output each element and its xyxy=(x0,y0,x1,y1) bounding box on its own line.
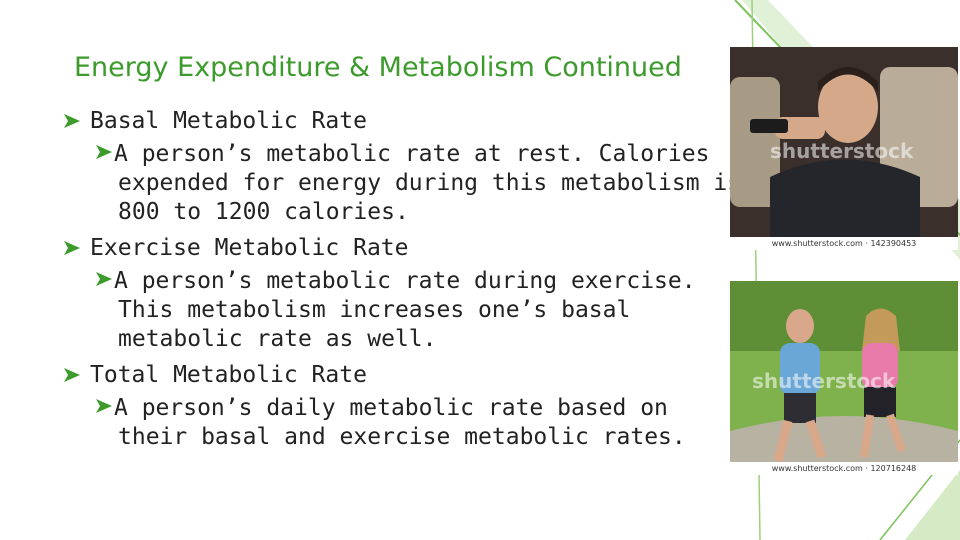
green-arrow-bullet-icon xyxy=(64,241,80,255)
photo-caption: www.shutterstock.com · 142390453 xyxy=(730,237,958,250)
bullet-exercise-heading: Exercise Metabolic Rate xyxy=(62,231,742,265)
bullet-list: Basal Metabolic Rate A person’s metaboli… xyxy=(62,104,742,456)
photo-watermark: shutterstock xyxy=(770,139,914,163)
photo-watermark: shutterstock xyxy=(752,369,896,393)
photo-couple-jogging: shutterstock www.shutterstock.com · 1207… xyxy=(730,281,958,475)
bullet-total-detail: A person’s daily metabolic rate based on… xyxy=(62,394,748,452)
green-arrow-bullet-icon xyxy=(64,368,80,382)
man-on-couch-illustration xyxy=(730,47,958,250)
green-arrow-bullet-icon xyxy=(96,145,112,159)
bullet-total-heading: Total Metabolic Rate xyxy=(62,358,742,392)
bullet-basal-detail: A person’s metabolic rate at rest. Calor… xyxy=(62,140,748,227)
couple-jogging-illustration xyxy=(730,281,958,475)
photo-caption: www.shutterstock.com · 120716248 xyxy=(730,462,958,475)
green-arrow-bullet-icon xyxy=(96,399,112,413)
bullet-exercise-detail: A person’s metabolic rate during exercis… xyxy=(62,267,748,354)
slide-title: Energy Expenditure & Metabolism Continue… xyxy=(74,52,682,83)
bullet-basal-heading: Basal Metabolic Rate xyxy=(62,104,742,138)
green-arrow-bullet-icon xyxy=(96,272,112,286)
photo-man-on-couch: shutterstock www.shutterstock.com · 1423… xyxy=(730,47,958,250)
green-arrow-bullet-icon xyxy=(64,114,80,128)
